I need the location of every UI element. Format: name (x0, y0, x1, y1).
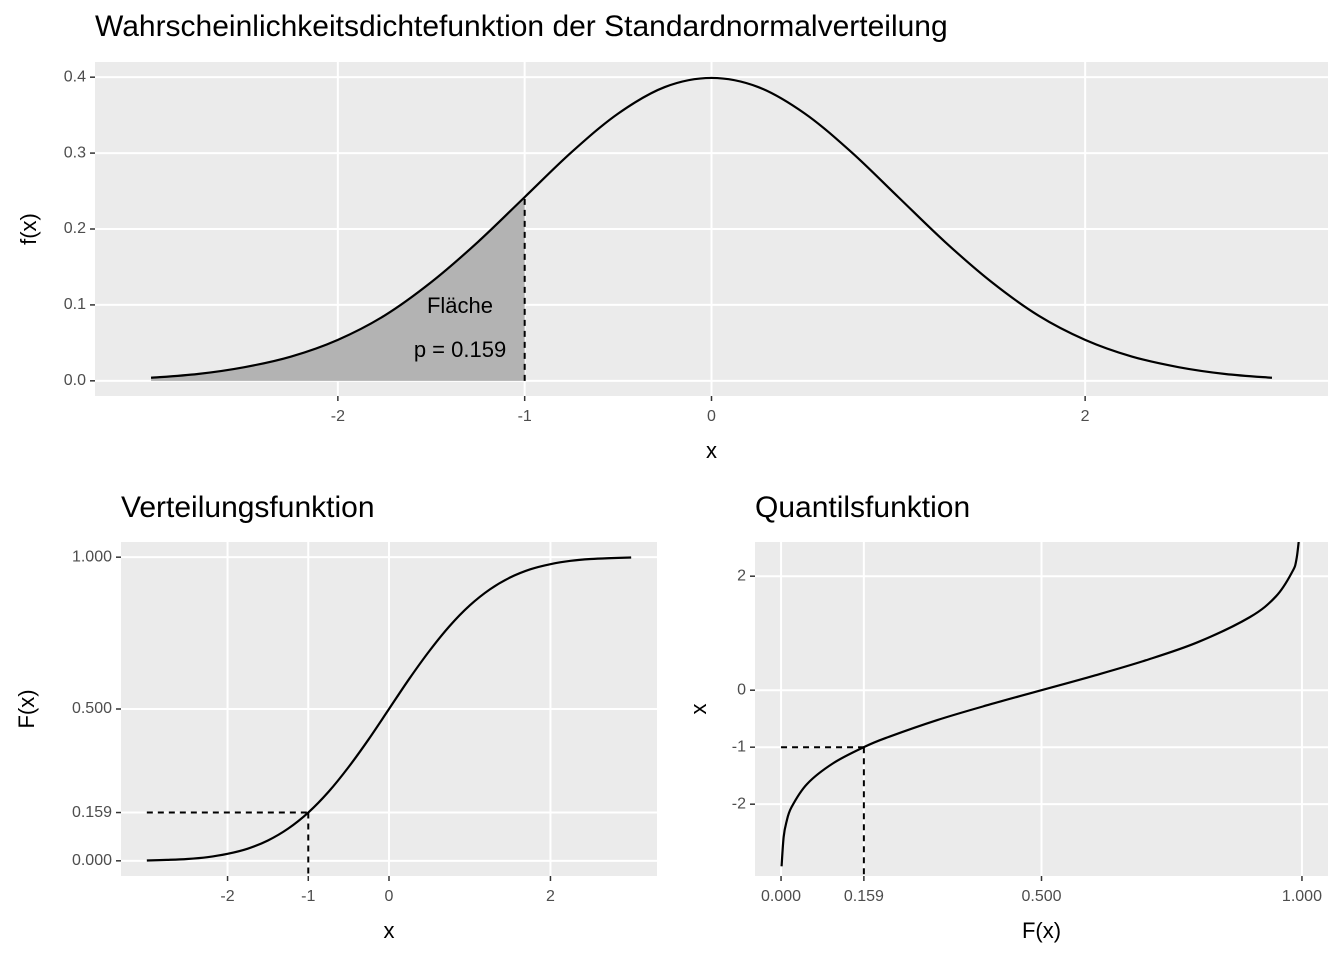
y-tick-label: 0.500 (72, 700, 112, 717)
curve (146, 556, 632, 862)
chart-title: Wahrscheinlichkeitsdichtefunktion der St… (95, 10, 948, 43)
x-tick-label: -2 (220, 888, 234, 905)
y-axis-title: f(x) (16, 213, 41, 245)
x-axis-title: x (384, 918, 395, 943)
y-tick-label: 0.3 (64, 144, 86, 161)
annotation: Fläche (427, 293, 493, 318)
y-tick-label: -1 (732, 738, 746, 755)
x-tick-label: -2 (331, 408, 345, 425)
x-tick-label: 0 (707, 408, 716, 425)
y-tick-label: 1.000 (72, 548, 112, 565)
curve (150, 76, 1273, 379)
x-tick-label: 2 (1081, 408, 1090, 425)
y-tick-label: -2 (732, 795, 746, 812)
y-tick-label: 0.2 (64, 220, 86, 237)
x-tick-label: -1 (518, 408, 532, 425)
shaded-area (151, 197, 525, 381)
x-tick-label: 0.500 (1021, 888, 1061, 905)
chart-title: Quantilsfunktion (755, 491, 970, 524)
plot-layer (146, 556, 632, 876)
x-tick-label: 0.159 (844, 888, 884, 905)
y-tick-label: 0.4 (64, 68, 86, 85)
y-tick-label: 0 (737, 681, 746, 698)
x-tick-label: 2 (546, 888, 555, 905)
annotation: p = 0.159 (414, 337, 506, 362)
x-axis-title: F(x) (1022, 918, 1061, 943)
chart-title: Verteilungsfunktion (121, 491, 375, 524)
x-tick-label: -1 (301, 888, 315, 905)
x-tick-label: 0.000 (761, 888, 801, 905)
plot-layer (780, 542, 1300, 876)
x-tick-label: 0 (385, 888, 394, 905)
curve (780, 542, 1300, 867)
x-axis-title: x (706, 438, 717, 463)
plot-layer (150, 76, 1273, 381)
x-tick-label: 1.000 (1282, 888, 1322, 905)
y-axis-title: F(x) (14, 689, 39, 728)
y-tick-label: 0.1 (64, 296, 86, 313)
y-tick-label: 2 (737, 567, 746, 584)
y-tick-label: 0.0 (64, 372, 86, 389)
y-tick-label: 0.159 (72, 804, 112, 821)
y-tick-label: 0.000 (72, 852, 112, 869)
y-axis-title: x (686, 704, 711, 715)
